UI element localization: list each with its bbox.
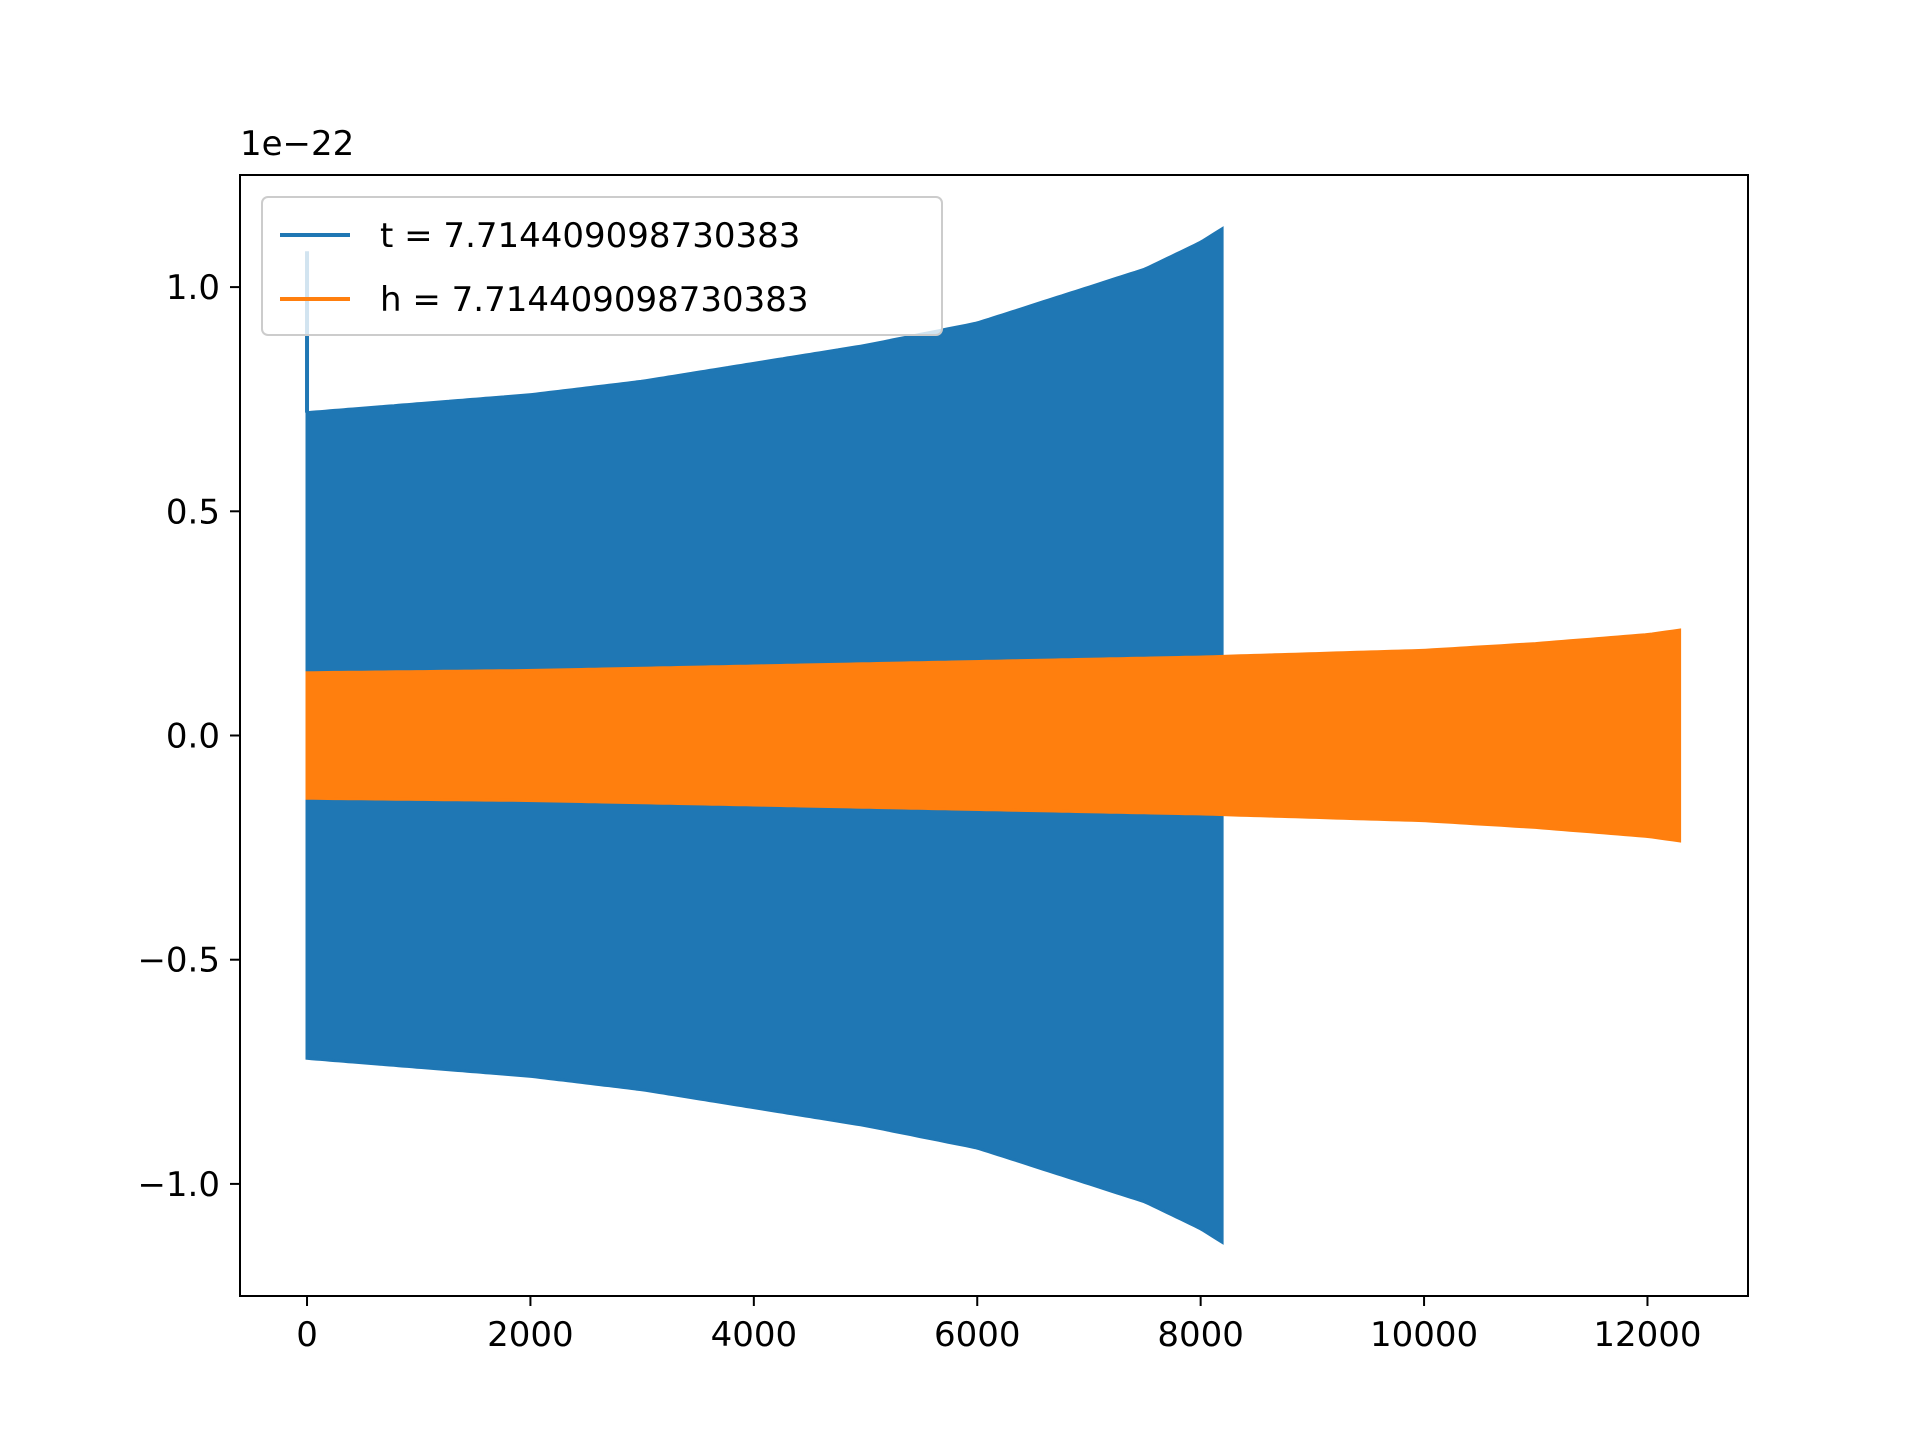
x-tick-label: 4000 (711, 1315, 798, 1355)
legend-label: t = 7.714409098730383 (380, 216, 800, 256)
y-tick-label: 0.5 (166, 492, 220, 532)
x-tick-label: 6000 (934, 1315, 1021, 1355)
y-axis: −1.0 −0.5 0.0 0.5 1.0 (137, 268, 240, 1205)
x-tick-label: 0 (296, 1315, 318, 1355)
legend-label: h = 7.714409098730383 (380, 280, 809, 320)
x-axis: 0 2000 4000 6000 8000 10000 12000 (296, 1296, 1702, 1355)
y-tick-label: 1.0 (166, 268, 220, 308)
y-tick-label: 0.0 (166, 717, 220, 757)
series-2-line (305, 628, 1682, 843)
y-tick-label: −0.5 (137, 941, 220, 981)
legend-box (261, 196, 943, 336)
x-tick-label: 8000 (1157, 1315, 1244, 1355)
y-tick-label: −1.0 (137, 1165, 220, 1205)
legend: t = 7.714409098730383 h = 7.7144090987303… (261, 196, 943, 336)
x-tick-label: 12000 (1593, 1315, 1701, 1355)
x-tick-label: 10000 (1370, 1315, 1478, 1355)
plot-area (305, 226, 1682, 1245)
y-offset-label: 1e−22 (240, 124, 354, 164)
x-tick-label: 2000 (487, 1315, 574, 1355)
